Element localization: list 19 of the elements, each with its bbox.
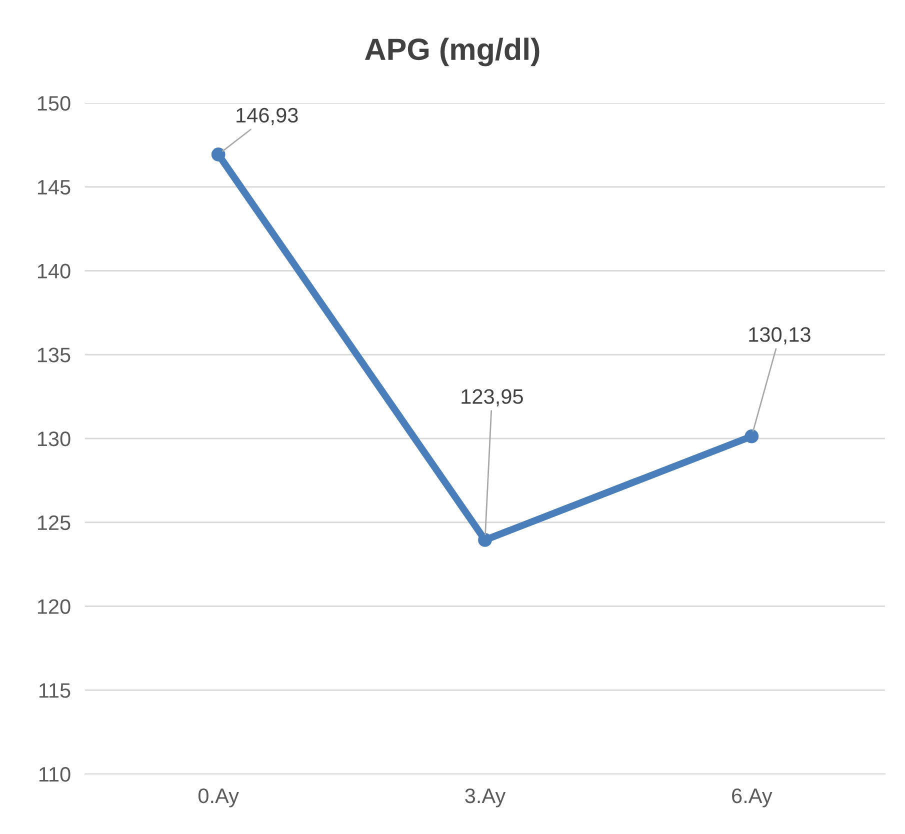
y-tick-label: 115 (39, 683, 70, 698)
chart-title: APG (mg/dl) (364, 38, 540, 66)
x-tick-label: 3.Ay (465, 788, 506, 808)
y-tick-label: 120 (38, 599, 70, 614)
point (744, 429, 759, 444)
y-tick-label: 130 (38, 432, 70, 446)
point (211, 148, 226, 162)
x-tick-label: 0.Ay (198, 788, 239, 808)
point (478, 533, 492, 547)
data-label: 146,93 (236, 108, 298, 126)
y-tick-label: 140 (38, 264, 70, 279)
y-tick-label: 125 (38, 515, 70, 530)
y-tick-label: 150 (38, 96, 70, 111)
y-tick-label: 145 (38, 180, 70, 195)
data-label: 130,13 (749, 327, 810, 344)
x-tick-label: 6.Ay (732, 788, 772, 808)
y-tick-label: 110 (39, 767, 70, 782)
data-label: 123,95 (462, 389, 523, 406)
y-tick-label: 135 (38, 348, 70, 362)
